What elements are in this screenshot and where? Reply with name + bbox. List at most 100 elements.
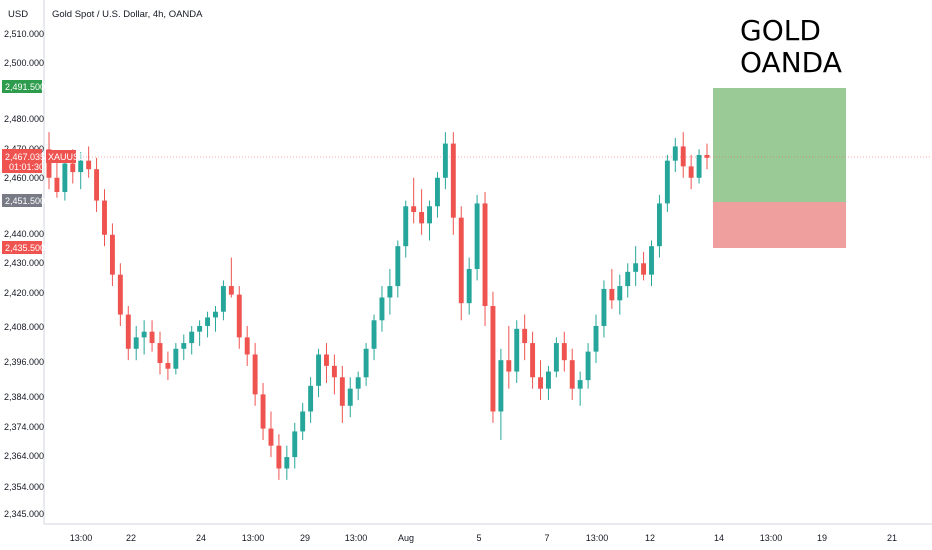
candle[interactable]	[268, 411, 274, 458]
candle-body	[141, 331, 147, 338]
candle[interactable]	[538, 360, 543, 401]
time-tick-label: 14	[714, 533, 724, 543]
candle[interactable]	[474, 194, 480, 281]
candle[interactable]	[593, 314, 599, 364]
candle[interactable]	[308, 377, 314, 423]
candle[interactable]	[260, 382, 266, 440]
candle[interactable]	[427, 200, 432, 241]
candle[interactable]	[355, 371, 361, 401]
target-zone[interactable]	[713, 88, 846, 202]
candle[interactable]	[284, 445, 290, 480]
candle[interactable]	[205, 311, 211, 338]
candle[interactable]	[466, 257, 472, 315]
candle[interactable]	[498, 348, 504, 440]
candle[interactable]	[506, 325, 512, 389]
candle[interactable]	[680, 132, 686, 178]
candle[interactable]	[545, 365, 551, 401]
candle[interactable]	[220, 280, 226, 321]
candle[interactable]	[672, 137, 678, 173]
candle[interactable]	[656, 194, 662, 258]
candle[interactable]	[649, 240, 654, 287]
candle[interactable]	[482, 192, 488, 326]
candle[interactable]	[141, 320, 147, 355]
candle[interactable]	[213, 306, 218, 332]
candlestick-series[interactable]	[46, 132, 710, 480]
candle-body	[324, 354, 329, 366]
candle[interactable]	[125, 306, 131, 361]
candle[interactable]	[688, 154, 694, 190]
candle[interactable]	[252, 343, 258, 406]
candle[interactable]	[569, 348, 575, 401]
candle-body	[553, 343, 559, 372]
candle[interactable]	[609, 268, 615, 309]
candle[interactable]	[300, 402, 306, 440]
candle[interactable]	[585, 343, 591, 389]
candle[interactable]	[149, 320, 155, 352]
candle[interactable]	[458, 206, 464, 321]
stop-zone[interactable]	[713, 202, 846, 248]
candle[interactable]	[228, 257, 234, 298]
candle[interactable]	[339, 365, 345, 423]
candle[interactable]	[553, 337, 559, 378]
candle[interactable]	[165, 351, 171, 381]
candle[interactable]	[490, 291, 496, 423]
candle[interactable]	[54, 160, 60, 198]
candle[interactable]	[189, 325, 195, 355]
candle[interactable]	[331, 354, 337, 395]
candle[interactable]	[244, 325, 250, 366]
candle[interactable]	[419, 189, 425, 235]
candle[interactable]	[133, 325, 139, 361]
candle[interactable]	[450, 132, 456, 235]
candle-body	[213, 311, 218, 318]
candle[interactable]	[102, 189, 107, 247]
candle[interactable]	[601, 280, 607, 338]
candle-body	[664, 160, 670, 204]
candle[interactable]	[117, 263, 123, 326]
candle[interactable]	[379, 286, 385, 332]
candle[interactable]	[276, 434, 282, 480]
candle[interactable]	[704, 143, 710, 170]
candle[interactable]	[292, 422, 298, 469]
candle[interactable]	[633, 246, 639, 287]
candle[interactable]	[78, 152, 84, 190]
candle-body	[458, 217, 464, 304]
price-scale[interactable]: 2,510.0002,500.0002,480.0002,470.0002,46…	[4, 29, 44, 519]
candle[interactable]	[94, 157, 100, 212]
candle[interactable]	[181, 334, 187, 361]
candle[interactable]	[577, 371, 583, 406]
candle[interactable]	[395, 240, 401, 298]
candle[interactable]	[387, 268, 393, 315]
candle[interactable]	[530, 331, 536, 389]
candle[interactable]	[664, 154, 670, 212]
candle[interactable]	[371, 314, 377, 361]
candle[interactable]	[696, 149, 702, 184]
time-tick-label: 21	[887, 533, 897, 543]
candle[interactable]	[641, 251, 647, 281]
candle[interactable]	[197, 320, 203, 346]
candle[interactable]	[86, 146, 92, 178]
candle[interactable]	[173, 343, 179, 375]
candle-body	[205, 317, 211, 326]
candle[interactable]	[625, 263, 631, 298]
candle-body	[577, 380, 583, 389]
candle[interactable]	[522, 314, 528, 361]
candle[interactable]	[324, 343, 329, 383]
candle[interactable]	[236, 286, 242, 349]
candle[interactable]	[347, 377, 353, 418]
candle[interactable]	[157, 331, 163, 375]
candle[interactable]	[109, 223, 115, 287]
candle-body	[46, 149, 52, 178]
candle[interactable]	[617, 274, 623, 315]
candle[interactable]	[435, 172, 440, 218]
candle[interactable]	[403, 200, 409, 258]
candle[interactable]	[561, 331, 567, 372]
candle[interactable]	[411, 177, 417, 224]
svg-text:2,435.500: 2,435.500	[5, 243, 45, 253]
candle[interactable]	[363, 343, 369, 386]
time-scale[interactable]: 13:00 22 24 13:00 29 13:00 Aug 5 7 13:00 12 14 13:00…	[70, 533, 897, 543]
candle[interactable]	[316, 348, 321, 398]
price-tick-label: 2,440.000	[4, 229, 44, 239]
candle[interactable]	[514, 320, 520, 383]
candle[interactable]	[442, 132, 448, 190]
